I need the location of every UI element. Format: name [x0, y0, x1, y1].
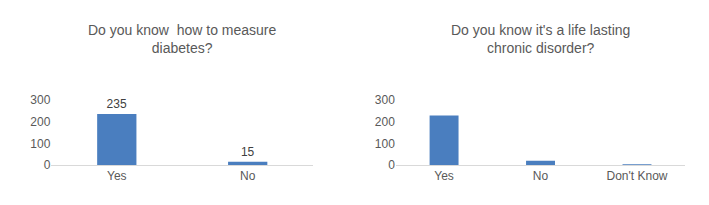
svg-text:Don't Know: Don't Know — [606, 169, 667, 183]
svg-text:No: No — [240, 169, 256, 183]
svg-text:235: 235 — [107, 97, 127, 111]
svg-text:200: 200 — [30, 115, 50, 129]
svg-text:15: 15 — [241, 145, 255, 159]
svg-text:Do you know it's a life lastin: Do you know it's a life lastingchronic d… — [451, 22, 630, 56]
svg-text:200: 200 — [375, 115, 395, 129]
svg-text:No: No — [533, 169, 549, 183]
svg-text:Yes: Yes — [107, 169, 127, 183]
svg-text:Yes: Yes — [434, 169, 454, 183]
svg-text:300: 300 — [375, 93, 395, 107]
svg-text:300: 300 — [30, 93, 50, 107]
svg-text:Do you know how to measuredia: Do you know how to measurediabetes? — [88, 22, 277, 56]
svg-text:100: 100 — [30, 137, 50, 151]
svg-text:100: 100 — [375, 137, 395, 151]
svg-text:0: 0 — [44, 158, 51, 172]
svg-text:0: 0 — [388, 158, 395, 172]
